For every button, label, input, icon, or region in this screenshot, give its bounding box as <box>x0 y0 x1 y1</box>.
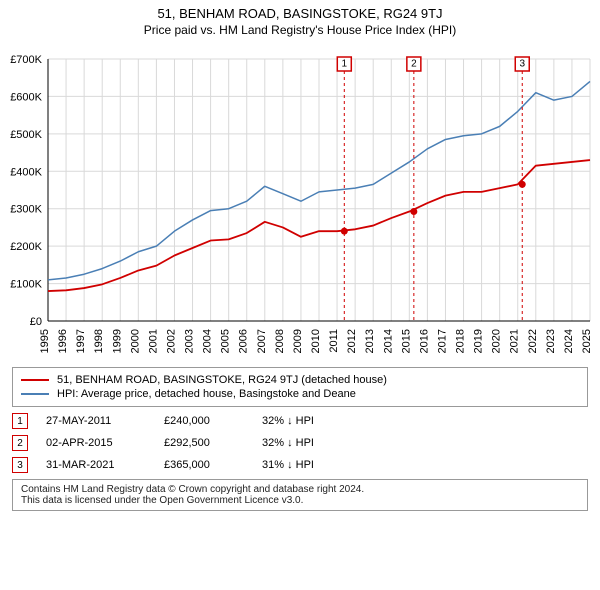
legend-row: HPI: Average price, detached house, Basi… <box>21 388 579 400</box>
svg-text:1997: 1997 <box>75 329 87 353</box>
svg-text:1999: 1999 <box>111 329 123 353</box>
svg-text:2005: 2005 <box>220 329 232 353</box>
svg-text:2019: 2019 <box>473 329 485 353</box>
svg-text:2022: 2022 <box>527 329 539 353</box>
svg-text:3: 3 <box>519 59 525 70</box>
svg-text:£500K: £500K <box>10 129 42 141</box>
svg-text:2002: 2002 <box>165 329 177 353</box>
event-date: 31-MAR-2021 <box>46 459 146 471</box>
svg-text:2012: 2012 <box>346 329 358 353</box>
svg-text:2015: 2015 <box>400 329 412 353</box>
svg-text:2003: 2003 <box>184 329 196 353</box>
svg-text:1996: 1996 <box>57 329 69 353</box>
event-delta: 31% ↓ HPI <box>262 459 314 471</box>
event-price: £240,000 <box>164 415 244 427</box>
svg-text:2010: 2010 <box>310 329 322 353</box>
event-badge: 1 <box>12 413 28 429</box>
svg-text:2009: 2009 <box>292 329 304 353</box>
footer-attribution: Contains HM Land Registry data © Crown c… <box>12 479 588 511</box>
event-price: £292,500 <box>164 437 244 449</box>
svg-text:£700K: £700K <box>10 54 42 66</box>
svg-text:1995: 1995 <box>39 329 51 353</box>
legend-label: 51, BENHAM ROAD, BASINGSTOKE, RG24 9TJ (… <box>57 374 387 386</box>
svg-text:£600K: £600K <box>10 91 42 103</box>
svg-text:£300K: £300K <box>10 204 42 216</box>
svg-text:£100K: £100K <box>10 279 42 291</box>
svg-text:2008: 2008 <box>274 329 286 353</box>
event-delta: 32% ↓ HPI <box>262 437 314 449</box>
svg-text:2024: 2024 <box>563 329 575 353</box>
svg-text:2025: 2025 <box>581 329 593 353</box>
page-title: 51, BENHAM ROAD, BASINGSTOKE, RG24 9TJ <box>0 6 600 21</box>
legend-swatch <box>21 379 49 381</box>
event-row: 3 31-MAR-2021 £365,000 31% ↓ HPI <box>12 457 588 473</box>
event-date: 02-APR-2015 <box>46 437 146 449</box>
svg-text:2021: 2021 <box>509 329 521 353</box>
footer-line-1: Contains HM Land Registry data © Crown c… <box>21 484 579 495</box>
svg-text:2014: 2014 <box>382 329 394 353</box>
event-price: £365,000 <box>164 459 244 471</box>
svg-text:£200K: £200K <box>10 241 42 253</box>
svg-text:2: 2 <box>411 59 417 70</box>
svg-text:2000: 2000 <box>129 329 141 353</box>
event-delta: 32% ↓ HPI <box>262 415 314 427</box>
event-row: 1 27-MAY-2011 £240,000 32% ↓ HPI <box>12 413 588 429</box>
legend: 51, BENHAM ROAD, BASINGSTOKE, RG24 9TJ (… <box>12 367 588 407</box>
page-subtitle: Price paid vs. HM Land Registry's House … <box>0 23 600 37</box>
svg-text:2006: 2006 <box>238 329 250 353</box>
svg-text:2018: 2018 <box>455 329 467 353</box>
legend-swatch <box>21 393 49 395</box>
events-table: 1 27-MAY-2011 £240,000 32% ↓ HPI 2 02-APR-201… <box>12 413 588 473</box>
event-date: 27-MAY-2011 <box>46 415 146 427</box>
line-chart-svg: £0 £100K £200K £300K £400K £500K £600K £700K 199… <box>0 41 600 361</box>
svg-text:2020: 2020 <box>491 329 503 353</box>
svg-text:2017: 2017 <box>436 329 448 353</box>
svg-text:1: 1 <box>342 59 348 70</box>
svg-text:£0: £0 <box>30 316 42 328</box>
event-badge: 3 <box>12 457 28 473</box>
svg-text:2004: 2004 <box>202 329 214 353</box>
event-badge: 2 <box>12 435 28 451</box>
svg-text:2001: 2001 <box>147 329 159 353</box>
svg-text:2011: 2011 <box>328 329 340 353</box>
svg-text:2023: 2023 <box>545 329 557 353</box>
svg-text:£400K: £400K <box>10 166 42 178</box>
svg-text:1998: 1998 <box>93 329 105 353</box>
legend-row: 51, BENHAM ROAD, BASINGSTOKE, RG24 9TJ (… <box>21 374 579 386</box>
chart: £0 £100K £200K £300K £400K £500K £600K £700K 199… <box>0 41 600 361</box>
chart-container: 51, BENHAM ROAD, BASINGSTOKE, RG24 9TJ P… <box>0 6 600 511</box>
event-row: 2 02-APR-2015 £292,500 32% ↓ HPI <box>12 435 588 451</box>
footer-line-2: This data is licensed under the Open Gov… <box>21 495 579 506</box>
svg-text:2016: 2016 <box>418 329 430 353</box>
titles: 51, BENHAM ROAD, BASINGSTOKE, RG24 9TJ P… <box>0 6 600 37</box>
legend-label: HPI: Average price, detached house, Basi… <box>57 388 356 400</box>
svg-text:2013: 2013 <box>364 329 376 353</box>
svg-text:2007: 2007 <box>256 329 268 353</box>
